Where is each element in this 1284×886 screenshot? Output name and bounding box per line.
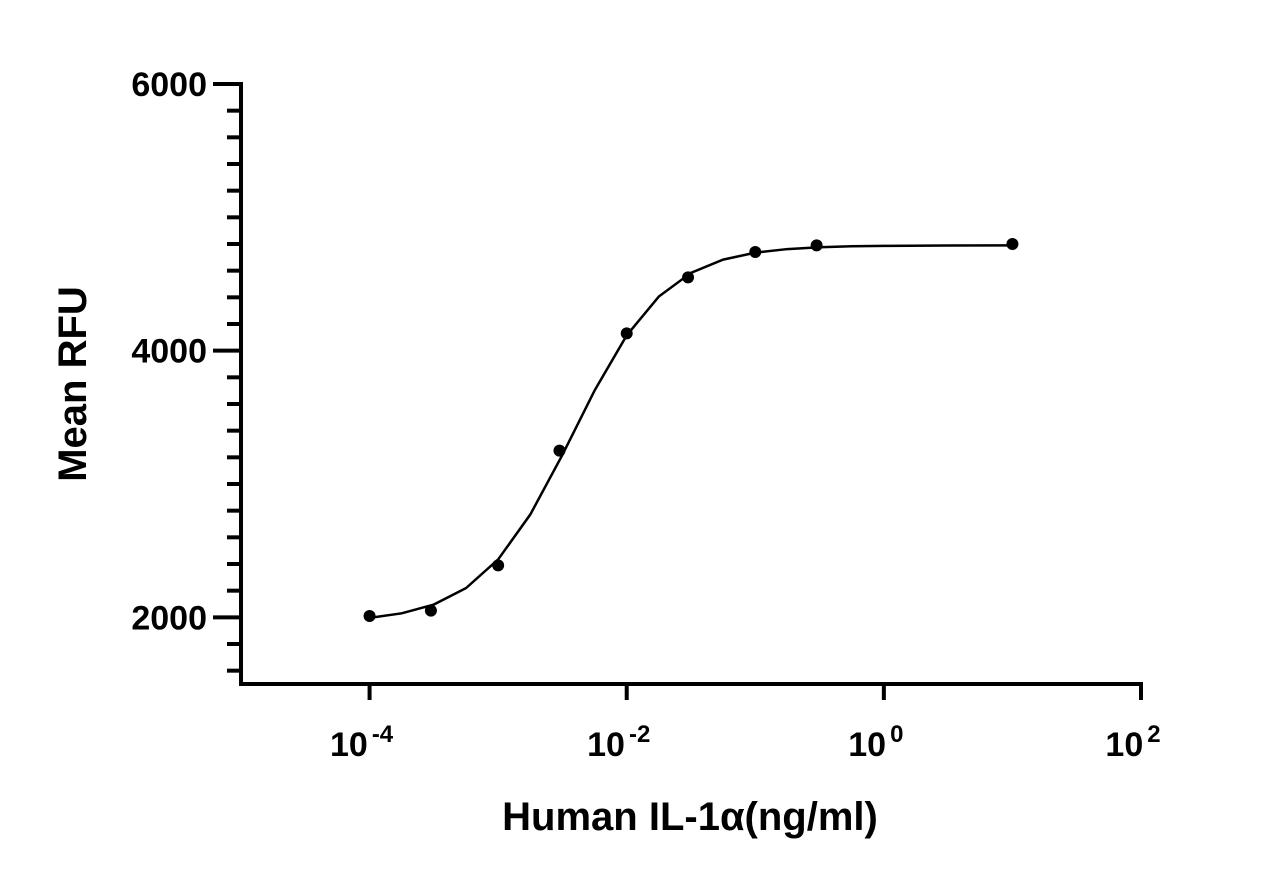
x-tick-label: 10 2: [1105, 721, 1160, 764]
y-axis-title: Mean RFU: [51, 286, 95, 482]
x-axis-title: Human IL-1α(ng/ml): [502, 795, 878, 839]
x-tick-exponent: -2: [629, 721, 650, 748]
fit-curve: [369, 244, 1013, 620]
data-point: [424, 604, 437, 617]
data-point: [620, 327, 633, 340]
x-tick-base: 10: [587, 726, 625, 764]
x-tick-exponent: 0: [890, 721, 903, 748]
data-point: [749, 246, 762, 258]
data-point: [492, 559, 505, 572]
data-point: [682, 271, 695, 284]
x-tick-exponent: -4: [372, 721, 394, 748]
x-tick-base: 10: [330, 726, 368, 764]
y-tick-label: 4000: [131, 333, 207, 371]
data-point: [1006, 238, 1019, 250]
y-tick-label: 2000: [131, 599, 207, 637]
data-point: [553, 444, 566, 457]
x-tick-label: 10 -2: [587, 721, 650, 764]
y-tick-label: 6000: [131, 66, 207, 104]
x-tick-label: 10 -4: [330, 721, 394, 764]
x-tick-exponent: 2: [1147, 721, 1160, 748]
x-tick-label: 10 0: [848, 721, 903, 764]
data-point: [363, 610, 376, 622]
x-tick-base: 10: [1105, 726, 1143, 764]
data-point: [810, 239, 823, 252]
x-tick-base: 10: [848, 726, 886, 764]
